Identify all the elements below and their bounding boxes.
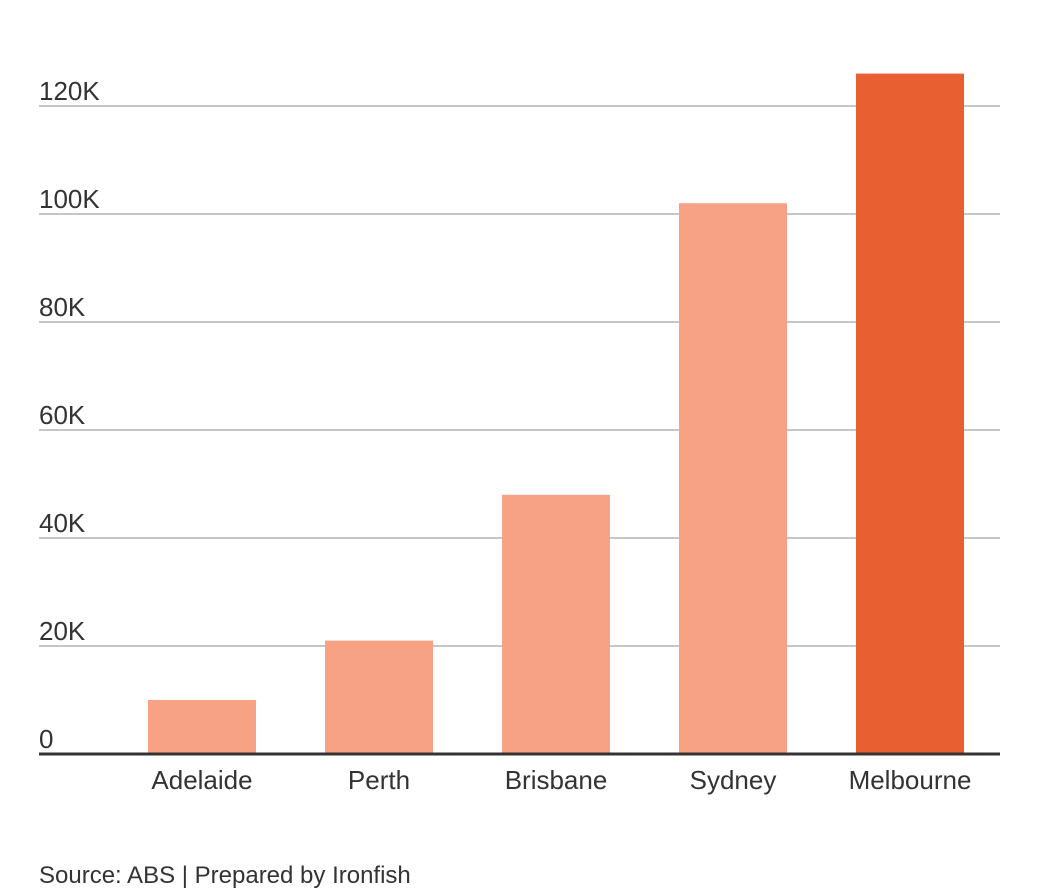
bar-adelaide	[148, 700, 256, 754]
y-tick-label: 0	[39, 724, 53, 754]
y-tick-label: 100K	[39, 184, 100, 214]
x-tick-label: Adelaide	[151, 765, 252, 795]
category-labels: Adelaide Perth Brisbane Sydney Melbourne	[151, 765, 971, 795]
y-tick-label: 60K	[39, 400, 86, 430]
bar-perth	[325, 641, 433, 754]
source-note: Source: ABS | Prepared by Ironfish	[39, 862, 411, 890]
bar-brisbane	[502, 495, 610, 754]
x-tick-label: Brisbane	[505, 765, 608, 795]
y-tick-label: 20K	[39, 616, 86, 646]
y-tick-labels: 0 20K 40K 60K 80K 100K 120K	[39, 76, 100, 754]
y-tick-label: 40K	[39, 508, 86, 538]
x-tick-label: Sydney	[690, 765, 777, 795]
x-tick-label: Perth	[348, 765, 410, 795]
y-tick-label: 80K	[39, 292, 86, 322]
bars	[148, 74, 964, 754]
y-tick-label: 120K	[39, 76, 100, 106]
bar-melbourne	[856, 74, 964, 754]
x-tick-label: Melbourne	[849, 765, 972, 795]
bar-sydney	[679, 203, 787, 754]
